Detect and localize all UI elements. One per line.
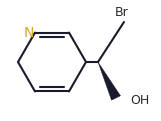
Text: N: N bbox=[24, 26, 34, 40]
Text: OH: OH bbox=[130, 94, 149, 106]
Polygon shape bbox=[98, 62, 120, 100]
Text: Br: Br bbox=[115, 5, 129, 19]
